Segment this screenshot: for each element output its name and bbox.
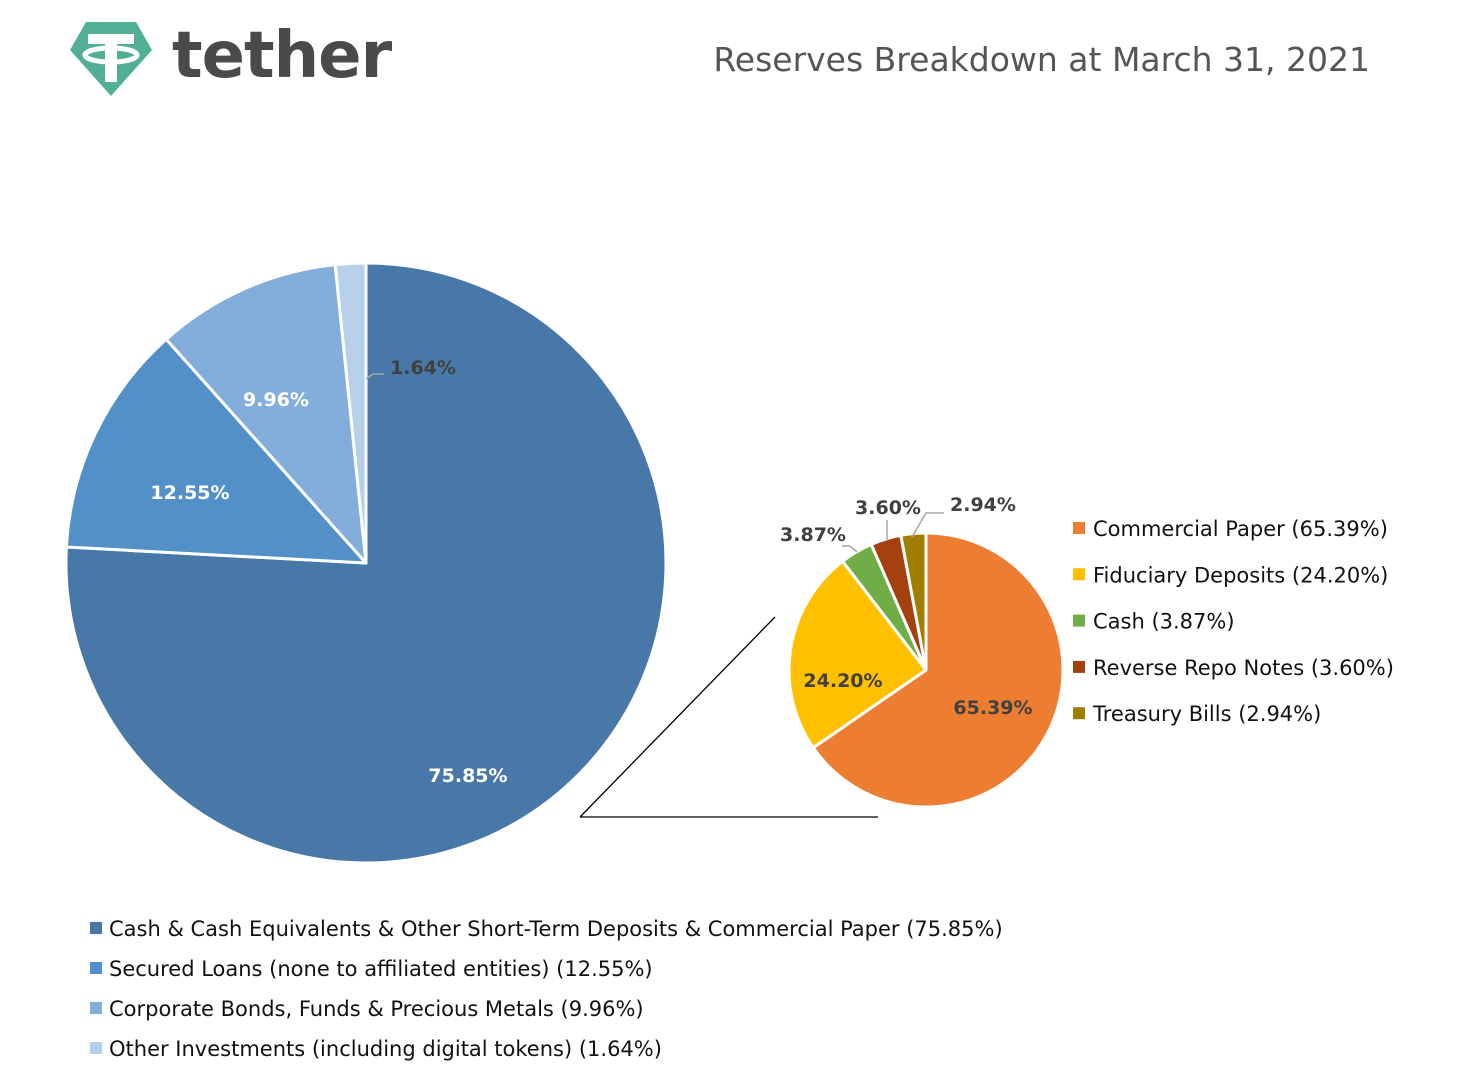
main-data-label-3: 1.64% <box>390 357 456 379</box>
breakout-legend-swatch-2 <box>1073 614 1085 627</box>
slice-labels: 75.85% 12.55% 9.96% 1.64% 65.39% 24.20% 3.87% 3… <box>150 357 1032 787</box>
main-data-label-2: 9.96% <box>243 389 309 411</box>
breakout-data-label-4: 2.94% <box>950 494 1016 516</box>
breakout-legend: Commercial Paper (65.39%) Fiduciary Depos… <box>1073 517 1394 726</box>
breakout-legend-label-1: Fiduciary Deposits (24.20%) <box>1093 563 1388 587</box>
breakout-pie <box>787 531 1065 809</box>
breakout-slice-1 <box>787 559 928 750</box>
breakout-legend-swatch-1 <box>1073 568 1085 581</box>
breakout-connector <box>579 616 878 818</box>
breakout-data-label-2: 3.87% <box>780 524 846 546</box>
breakout-leader-line-4 <box>911 512 944 538</box>
tether-logo-icon <box>70 22 152 96</box>
breakout-legend-label-2: Cash (3.87%) <box>1093 610 1235 634</box>
main-slice-1 <box>64 337 368 565</box>
breakout-legend-label-0: Commercial Paper (65.39%) <box>1093 517 1388 541</box>
main-slice-3 <box>333 261 368 565</box>
logo-wordmark: tether <box>172 19 392 93</box>
breakout-legend-label-4: Treasury Bills (2.94%) <box>1092 702 1321 726</box>
main-legend-label-1: Secured Loans (none to affiliated entiti… <box>109 957 653 981</box>
main-pie <box>64 261 668 865</box>
breakout-data-label-0: 65.39% <box>953 697 1032 719</box>
main-leader-line-3 <box>365 373 384 380</box>
breakout-legend-swatch-0 <box>1073 522 1085 534</box>
breakout-legend-swatch-4 <box>1073 707 1085 720</box>
main-legend-label-0: Cash & Cash Equivalents & Other Short-Te… <box>109 917 1003 941</box>
main-legend-swatch-3 <box>90 1042 102 1054</box>
main-data-label-1: 12.55% <box>150 482 229 504</box>
breakout-data-label-3: 3.60% <box>855 497 921 519</box>
header: tether Reserves Breakdown at March 31, 2… <box>0 0 1481 110</box>
breakout-legend-swatch-3 <box>1073 660 1085 673</box>
page-title: Reserves Breakdown at March 31, 2021 <box>713 40 1370 79</box>
breakout-slice-0 <box>811 531 1065 809</box>
tether-logo: tether <box>68 19 392 100</box>
main-legend: Cash & Cash Equivalents & Other Short-Te… <box>90 917 1003 1061</box>
main-legend-swatch-1 <box>90 962 102 974</box>
main-data-label-0: 75.85% <box>428 765 507 787</box>
breakout-leader-line-2 <box>842 545 858 553</box>
breakout-legend-label-3: Reverse Repo Notes (3.60%) <box>1093 656 1394 680</box>
main-slice-2 <box>164 263 368 565</box>
main-legend-label-3: Other Investments (including digital tok… <box>109 1037 662 1061</box>
main-legend-label-2: Corporate Bonds, Funds & Precious Metals… <box>109 997 644 1021</box>
breakout-data-label-1: 24.20% <box>803 670 882 692</box>
main-legend-swatch-0 <box>90 922 102 934</box>
main-legend-swatch-2 <box>90 1002 102 1014</box>
connector-line-top <box>579 616 776 818</box>
